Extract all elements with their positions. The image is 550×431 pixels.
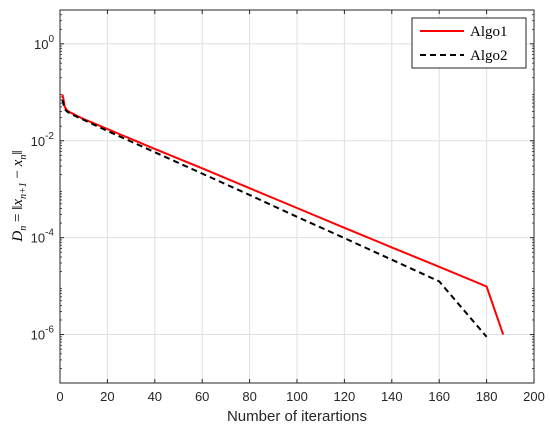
x-tick-label: 200 bbox=[523, 389, 545, 404]
series-layer bbox=[61, 94, 505, 338]
ticks: 0 20 40 60 80 100 120 140 160 180 200 10-6 10-4 10-2 1… bbox=[31, 9, 545, 404]
x-tick-label: 140 bbox=[381, 389, 403, 404]
series-line-algo2 bbox=[61, 99, 488, 338]
legend-label-algo1: Algo1 bbox=[470, 24, 508, 40]
x-tick-label: 180 bbox=[476, 389, 498, 404]
legend-box bbox=[411, 17, 527, 69]
legend-label-algo2: Algo2 bbox=[470, 48, 508, 64]
x-tick-label: 40 bbox=[148, 389, 162, 404]
x-tick-label: 100 bbox=[286, 389, 308, 404]
x-tick-label: 160 bbox=[428, 389, 450, 404]
x-axis-label: Number of iterartions bbox=[227, 408, 367, 425]
y-tick-label: 10-4 bbox=[31, 228, 55, 246]
x-tick-label: 20 bbox=[100, 389, 114, 404]
x-tick-label: 120 bbox=[334, 389, 356, 404]
y-tick-label: 10-2 bbox=[31, 131, 55, 149]
x-tick-label: 60 bbox=[195, 389, 209, 404]
y-tick-label: 100 bbox=[34, 34, 54, 52]
x-tick-label: 0 bbox=[56, 389, 63, 404]
y-axis-label: Dn = ‖xn+1 − xn‖ bbox=[10, 150, 29, 242]
svg-text:Dn = ‖xn+1 − xn‖: Dn = ‖xn+1 − xn‖ bbox=[10, 150, 29, 242]
legend: Algo1 Algo2 bbox=[411, 17, 527, 69]
x-tick-label: 80 bbox=[242, 389, 256, 404]
y-tick-label: 10-6 bbox=[31, 325, 55, 343]
series-line-algo1 bbox=[61, 94, 505, 335]
